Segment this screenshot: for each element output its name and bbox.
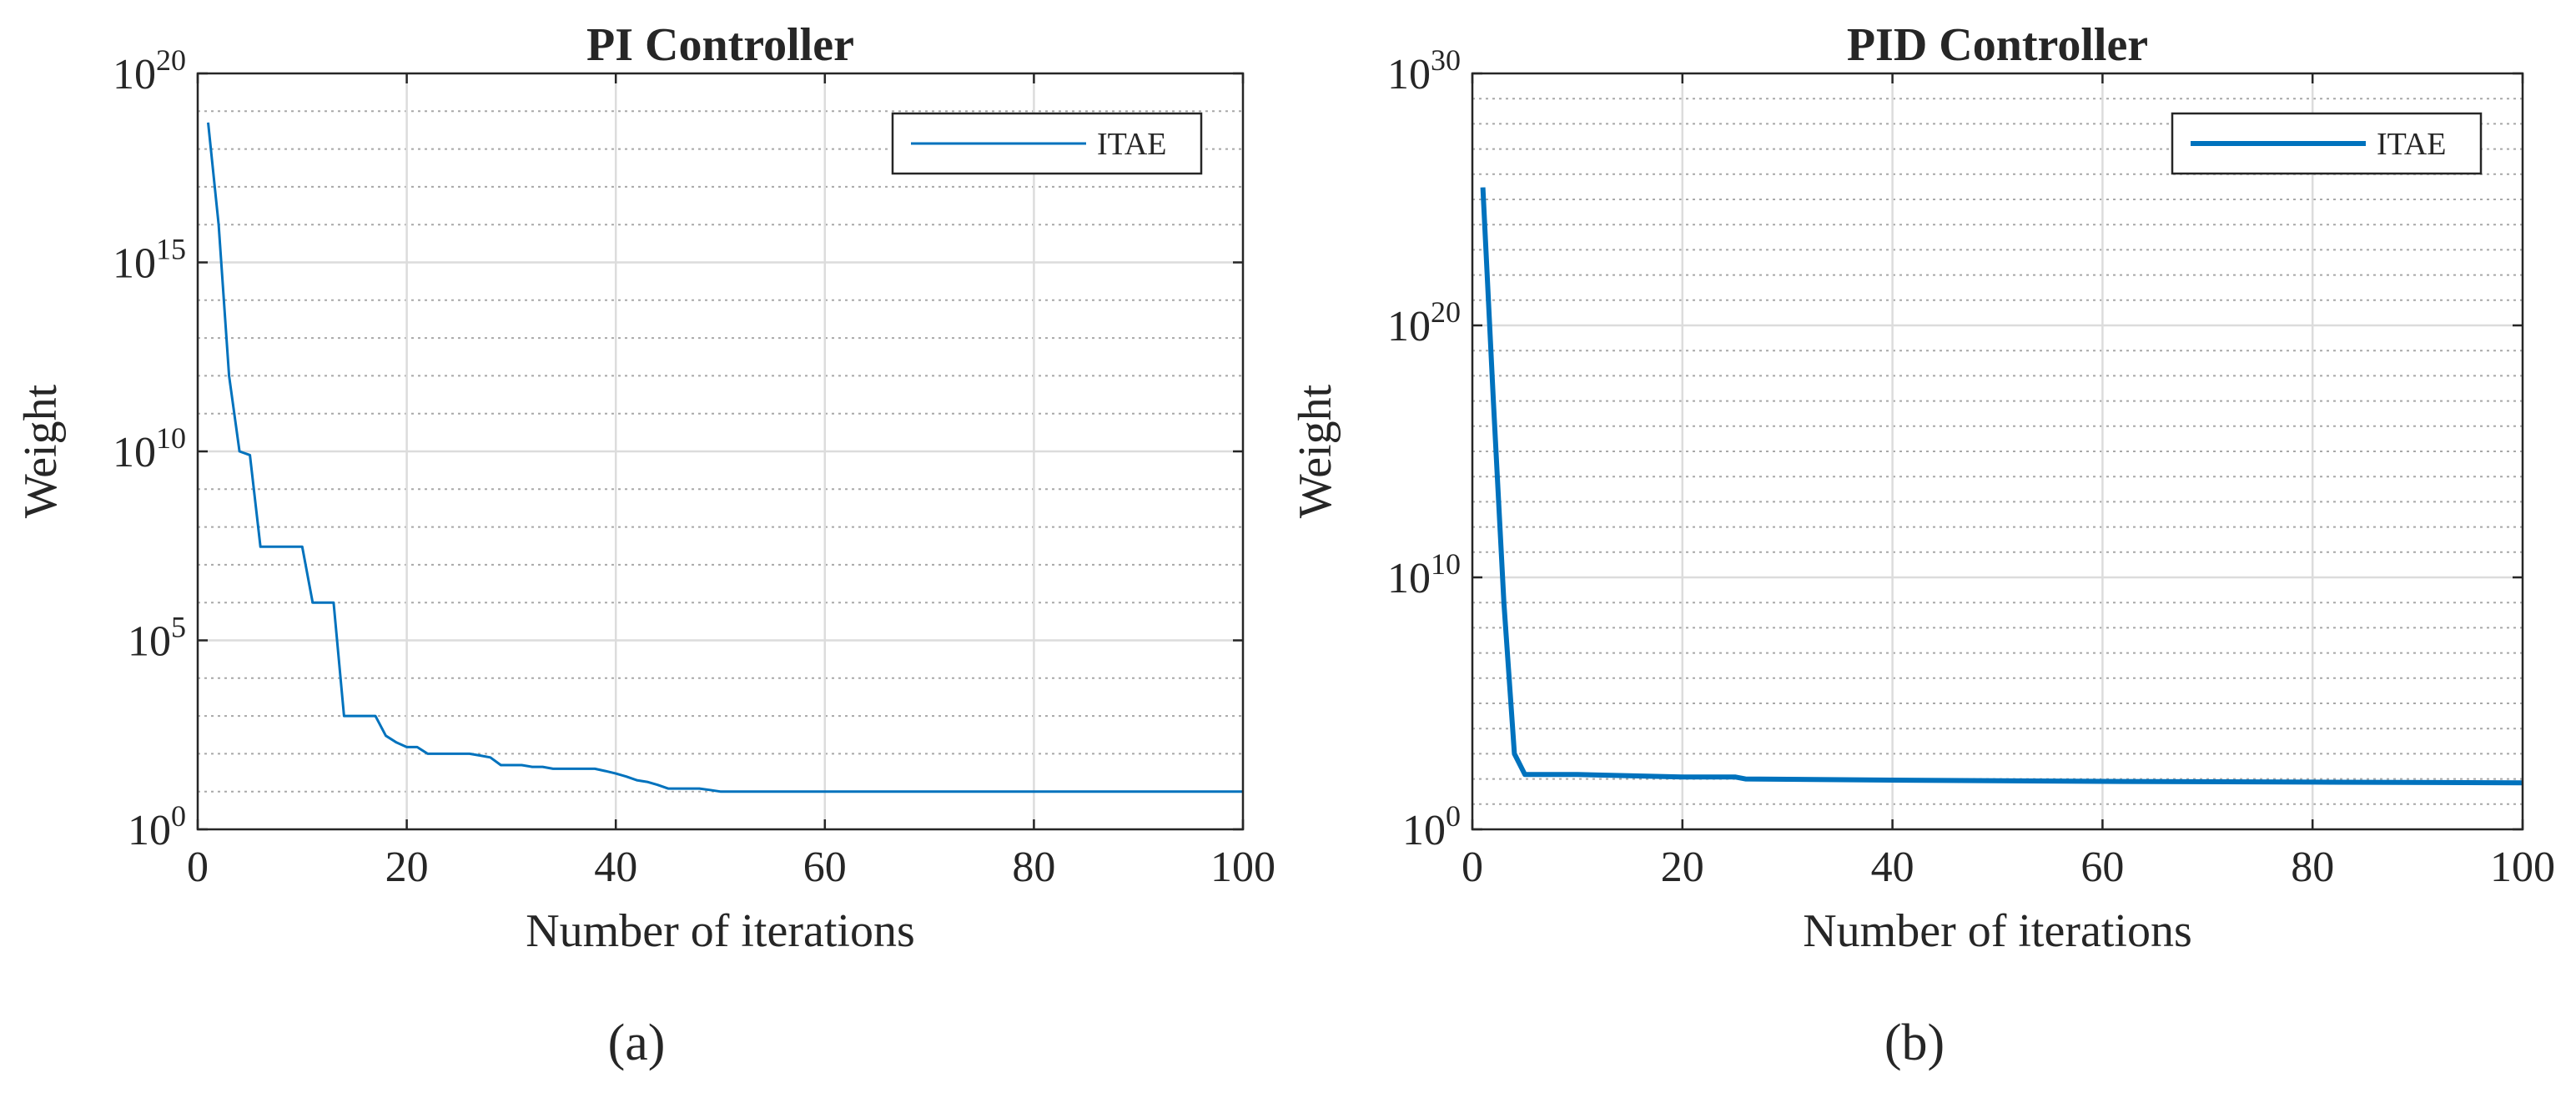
grid bbox=[198, 73, 1243, 829]
x-tick-label: 100 bbox=[1210, 844, 1275, 891]
legend: ITAE bbox=[2171, 112, 2483, 175]
legend-label: ITAE bbox=[1097, 127, 1166, 162]
x-tick-label: 40 bbox=[1871, 844, 1914, 891]
y-axis-label: Weight bbox=[1290, 384, 1341, 518]
y-tick-label: 100 bbox=[128, 799, 186, 854]
x-tick-label: 80 bbox=[1012, 844, 1055, 891]
chart-pi-controller: 0 20 40 60 80 100 100 105 1010 1015 1020 PI Control… bbox=[15, 19, 1275, 957]
y-tick-label: 105 bbox=[128, 611, 186, 666]
x-axis-label: Number of iterations bbox=[526, 905, 915, 957]
x-tick-label: 20 bbox=[1661, 844, 1704, 891]
y-axis-label: Weight bbox=[15, 384, 67, 518]
chart-title: PI Controller bbox=[586, 19, 854, 71]
axes-frame bbox=[1471, 72, 2524, 831]
x-tick-label: 0 bbox=[1462, 844, 1483, 891]
legend: ITAE bbox=[891, 112, 1203, 175]
x-tick-label: 60 bbox=[2080, 844, 2124, 891]
y-tick-label: 1015 bbox=[113, 233, 186, 288]
panel-label-b: (b) bbox=[1884, 1015, 1945, 1071]
y-tick-label: 1020 bbox=[113, 43, 186, 98]
chart-pid-controller: 0 20 40 60 80 100 100 1010 1020 1030 PID Controlle… bbox=[1290, 19, 2555, 957]
x-tick-label: 20 bbox=[385, 844, 429, 891]
series-line-itae bbox=[1480, 187, 2523, 786]
x-axis-label: Number of iterations bbox=[1803, 905, 2192, 957]
x-tick-label: 80 bbox=[2291, 844, 2334, 891]
panel-label-a: (a) bbox=[608, 1015, 666, 1071]
y-tick-label: 1010 bbox=[113, 421, 186, 476]
x-tick-label: 0 bbox=[187, 844, 209, 891]
chart-title: PID Controller bbox=[1847, 19, 2148, 71]
y-tick-label: 1010 bbox=[1387, 547, 1461, 602]
series-line-itae bbox=[207, 122, 1243, 793]
legend-label: ITAE bbox=[2377, 127, 2446, 162]
y-tick-label: 1030 bbox=[1387, 43, 1461, 98]
x-tick-label: 100 bbox=[2490, 844, 2555, 891]
x-tick-label: 60 bbox=[803, 844, 847, 891]
y-tick-label: 1020 bbox=[1387, 295, 1461, 350]
y-tick-label: 100 bbox=[1402, 799, 1461, 854]
x-tick-label: 40 bbox=[594, 844, 637, 891]
plot-area bbox=[1472, 73, 2523, 829]
